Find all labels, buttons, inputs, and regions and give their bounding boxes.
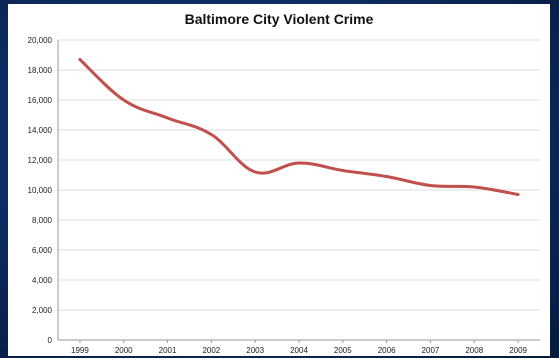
chart-panel: Baltimore City Violent Crime 0 2,000 4,000… [8,4,550,356]
x-tick-label: 2003 [246,346,264,355]
y-tick-label: 18,000 [28,66,53,75]
data-point [166,116,169,120]
y-tick-labels: 0 2,000 4,000 6,000 8,000 10,000 12,000 14,000 1… [28,36,53,345]
data-point [516,193,520,196]
y-tick-label: 6,000 [32,246,53,255]
data-point [473,185,476,189]
y-tick-label: 4,000 [32,276,53,285]
x-tick-label: 2000 [115,346,133,355]
y-tick-label: 2,000 [32,306,53,315]
y-tick-label: 14,000 [28,126,53,135]
x-tick-label: 2002 [202,346,220,355]
data-point [253,170,257,174]
x-tick-label: 2004 [290,346,308,355]
x-tick-label: 2006 [378,346,396,355]
y-tick-label: 8,000 [32,216,53,225]
data-point [297,161,301,165]
data-point [385,175,388,178]
data-point [210,133,213,136]
x-tick-label: 2007 [422,346,440,355]
x-tick-label: 2005 [334,346,352,355]
chart-title: Baltimore City Violent Crime [185,11,374,27]
x-tick-label: 2009 [509,346,527,355]
series-line [78,58,520,196]
data-point [122,98,125,102]
line-chart: Baltimore City Violent Crime 0 2,000 4,000… [28,11,540,355]
y-tick-label: 10,000 [28,186,53,195]
y-tick-label: 0 [48,336,53,345]
data-point [78,58,82,61]
data-point [429,184,432,187]
y-tick-label: 20,000 [28,36,53,45]
series-layer [78,58,520,196]
x-tick-labels: 1999 2000 2001 2002 2003 2004 2005 2006 2007 2008… [71,340,528,355]
data-point [341,169,345,172]
grid-lines [58,39,540,311]
y-tick-label: 16,000 [28,96,53,105]
y-tick-label: 12,000 [28,156,53,165]
x-tick-label: 1999 [71,346,89,355]
x-tick-label: 2008 [465,346,483,355]
x-tick-label: 2001 [159,346,177,355]
